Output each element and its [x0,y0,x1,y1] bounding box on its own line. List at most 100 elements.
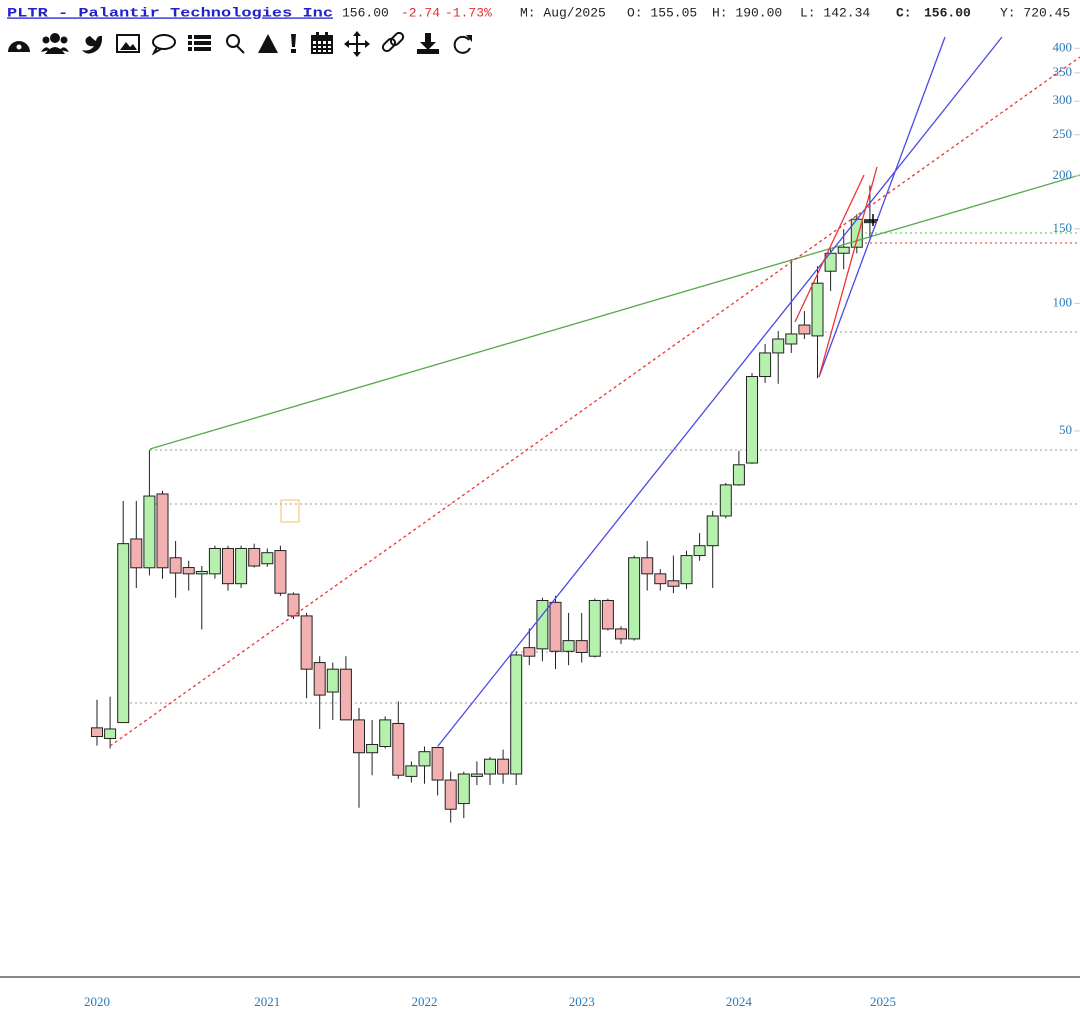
candle-body [300,615,313,670]
candle-body [601,599,614,630]
x-axis: 2020 2021 2022 2023 2024 2025 [84,994,896,1009]
change-pct: -1.73% [445,5,492,20]
trend-lines [109,36,1080,747]
candle-body [484,758,496,775]
candle-body [772,338,785,354]
list-icon[interactable] [188,35,211,51]
comment-icon[interactable] [151,34,176,56]
candle-body [392,722,405,776]
candle-body [379,719,392,747]
candle-body [156,493,169,569]
candle-body [510,654,523,775]
candle-body [366,743,379,754]
x-tick-label: 2025 [870,994,896,1009]
last-price: 156.00 [342,5,389,20]
candles [91,185,876,823]
x-tick-label: 2023 [569,994,595,1009]
toolbar [8,31,472,57]
x-tick-label: 2021 [254,994,280,1009]
image-icon[interactable] [116,34,140,53]
crosshair [864,214,878,226]
candle-body [418,751,431,767]
candle-body [261,552,274,565]
y-tick-label: 250 [1053,126,1073,141]
candle-body [798,324,811,335]
candle-body [615,628,627,640]
high: H: 190.00 [712,5,782,20]
candle-body [837,246,850,254]
trend-line [109,56,1080,747]
candle-body [785,333,798,345]
y-tick-label: 350 [1053,64,1073,79]
y-tick-label: 300 [1053,92,1073,107]
candle-body [746,376,758,464]
y-tick-label: 200 [1053,167,1073,182]
close-label: C: [896,5,912,20]
candle-body [523,647,536,657]
candle-body [719,484,732,517]
trend-line [818,166,878,378]
x-tick-label: 2022 [412,994,438,1009]
trend-line [818,36,946,378]
candle-body [706,515,719,547]
candle-body [588,599,601,657]
candle-body [759,352,772,378]
candle-body [248,547,261,567]
calendar-icon[interactable] [311,32,333,54]
link-icon[interactable] [381,31,405,53]
move-icon[interactable] [344,31,370,57]
y-tick-label: 400 [1053,39,1073,54]
candle-body [431,747,444,781]
refresh-icon[interactable] [453,35,472,54]
candle-body [732,464,745,486]
y-tick-label: 50 [1059,422,1072,437]
candle-body [313,662,326,696]
candle-body [628,557,641,640]
candle-body [549,601,562,652]
marker-box [280,499,300,523]
symbol[interactable]: PLTR - Palantir Technologies Inc [7,5,333,20]
x-tick-label: 2024 [726,994,753,1009]
candle-body [575,640,588,653]
candle-body [235,547,248,585]
trend-line [437,36,1003,747]
trend-line [794,174,865,323]
alert-icon[interactable] [291,34,296,53]
candle-body [117,543,130,724]
candle-body [326,668,339,693]
candle-body [182,567,195,575]
candle-body [405,765,418,777]
candle-body [195,570,208,575]
candle-body [680,555,693,585]
candle-body [497,758,510,775]
candle-body [654,573,667,585]
y-tick-label: 100 [1053,294,1073,309]
year-range: Y: 720.45 [1000,5,1070,20]
candle-body [470,773,483,777]
triangle-icon[interactable] [258,34,278,53]
close: 156.00 [924,5,971,20]
candle-body [222,547,234,585]
candle-body [91,727,103,738]
users-icon[interactable] [41,33,69,54]
candle-body [444,779,457,810]
candle-body [104,728,117,739]
dashboard-icon[interactable] [8,41,30,52]
candle-body [811,282,824,337]
candle-body [339,668,352,721]
open: O: 155.05 [627,5,697,20]
search-icon[interactable] [226,34,245,54]
twitter-icon[interactable] [82,35,102,54]
trend-line [149,174,1080,450]
change: -2.74 [401,5,440,20]
candle-body [824,252,837,272]
candle-body [353,719,365,754]
candle-body [667,580,680,587]
low: L: 142.34 [800,5,870,20]
y-tick-label: 150 [1053,220,1073,235]
candle-body [536,599,549,650]
candle-body [863,221,876,224]
download-icon[interactable] [417,33,439,54]
